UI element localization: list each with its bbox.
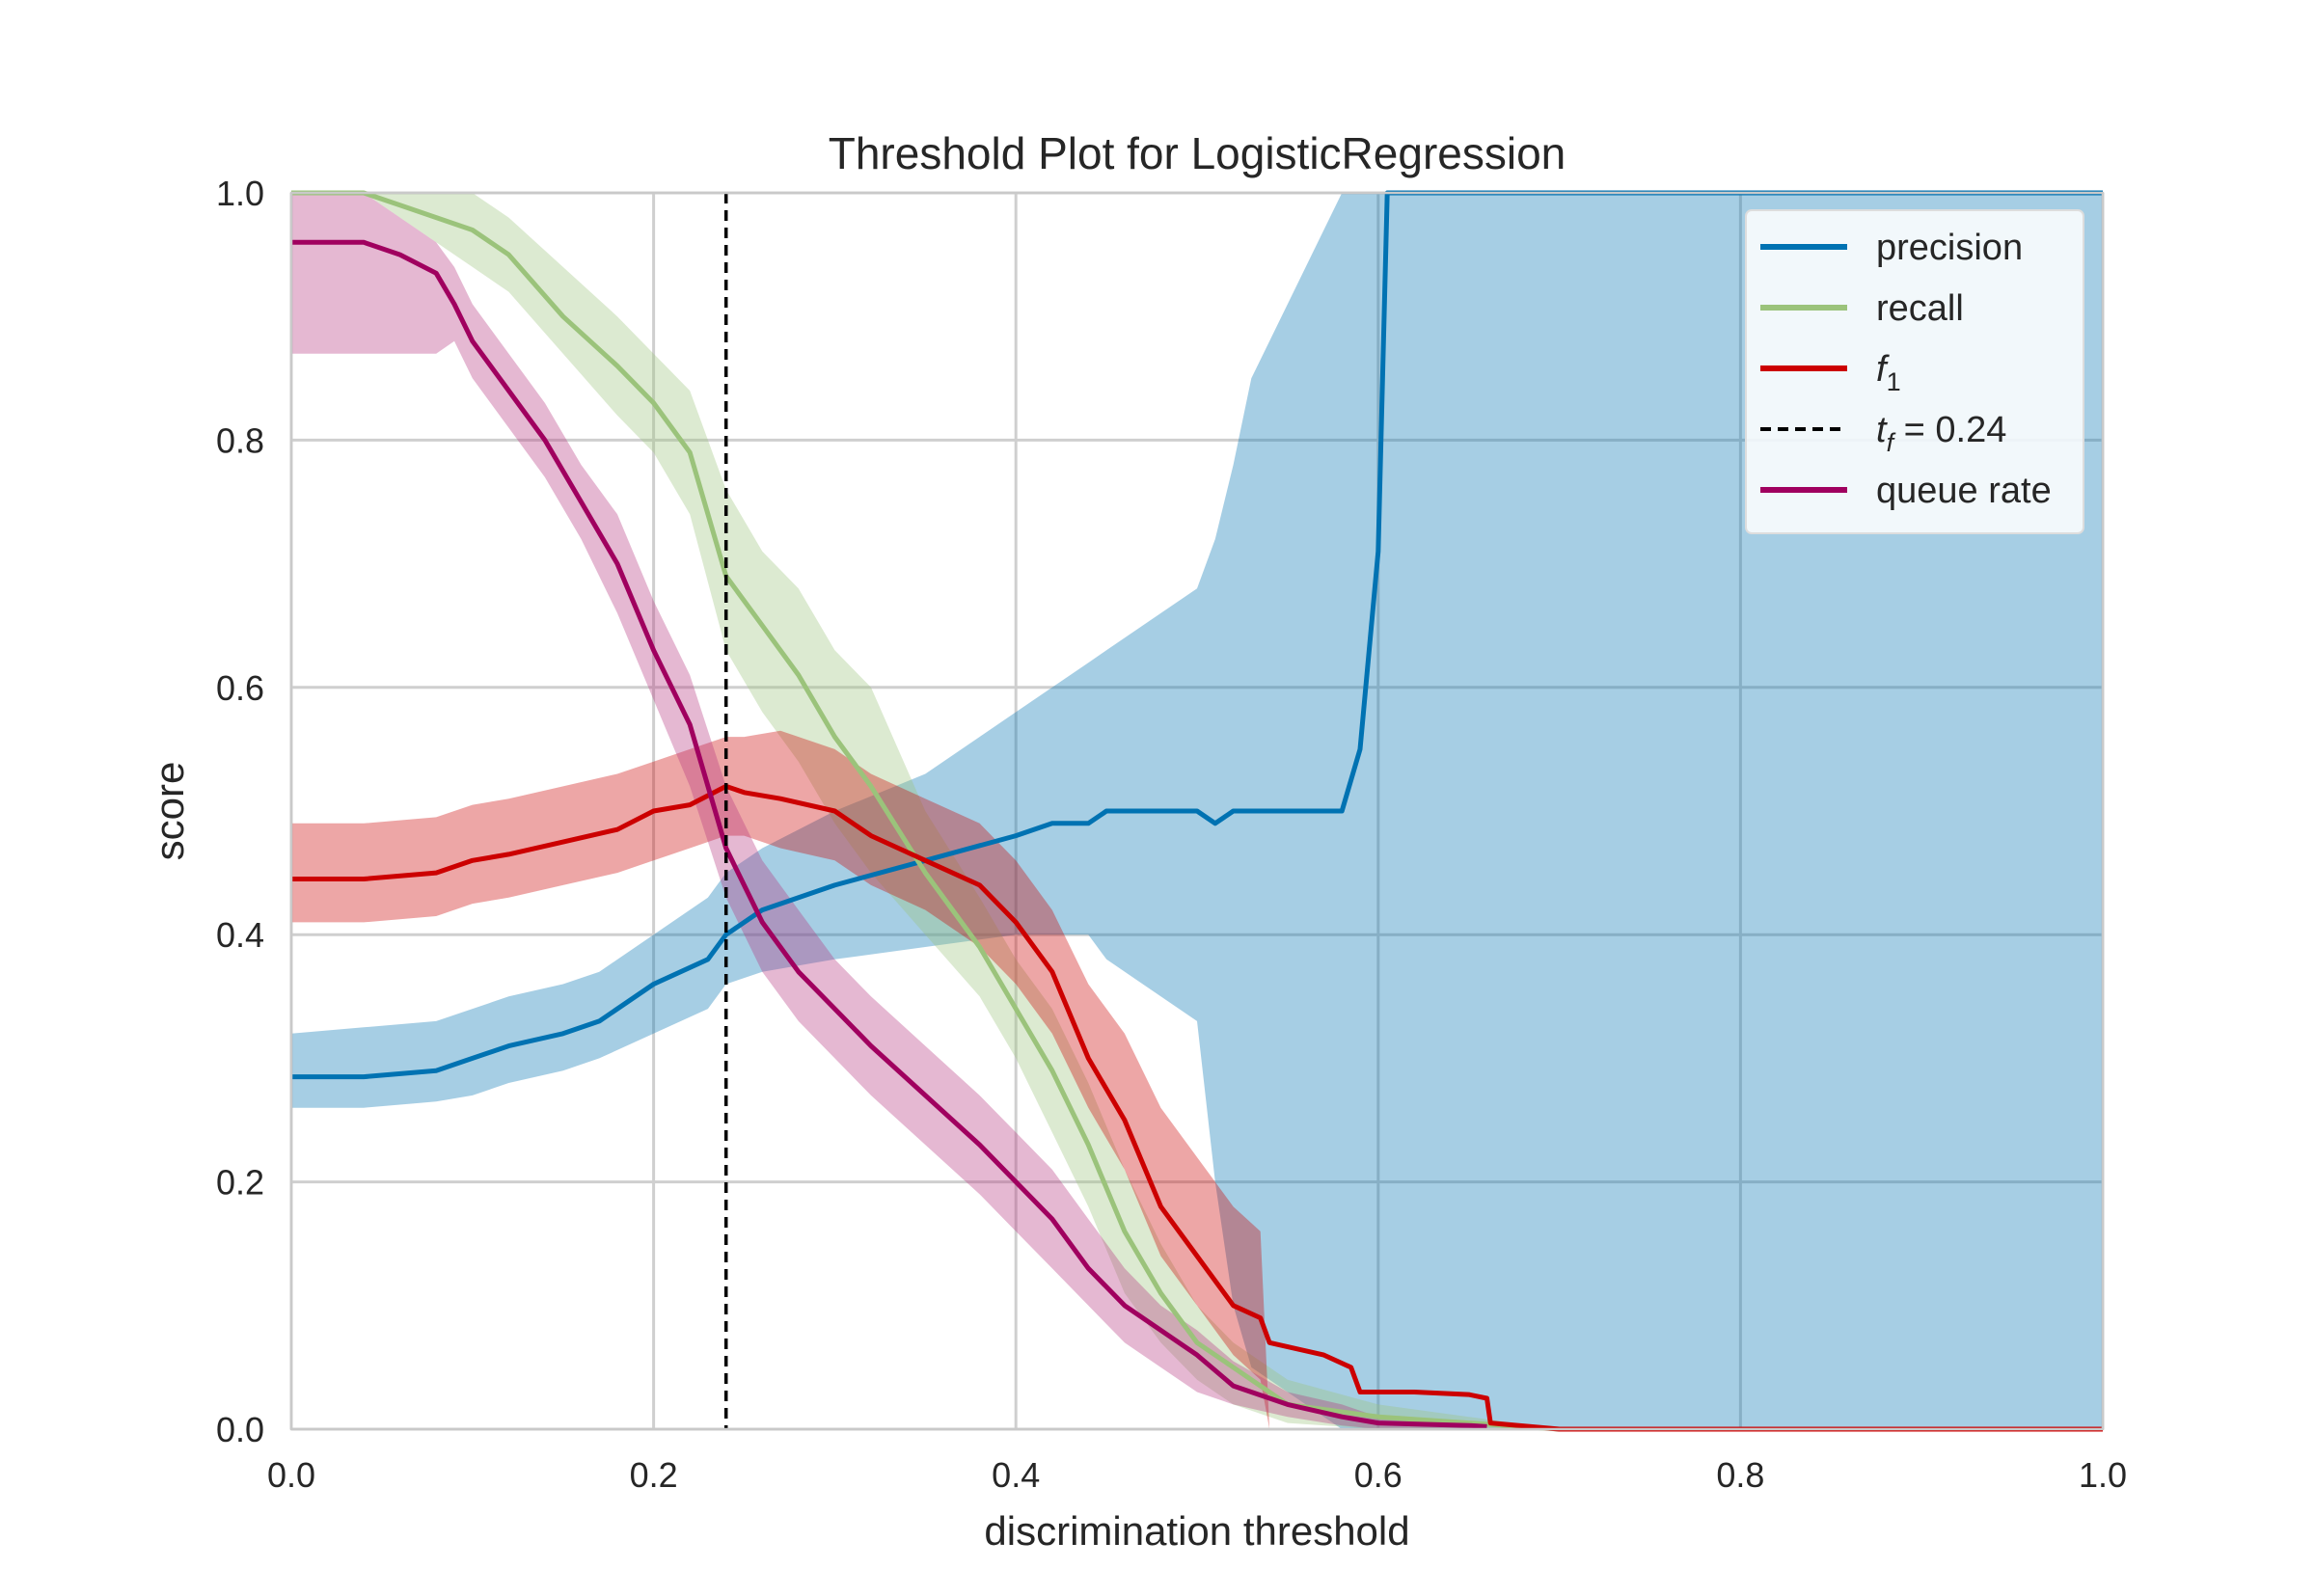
legend-label-queue-rate: queue rate [1876, 471, 2052, 511]
plot-frame [289, 191, 2105, 1431]
legend-label-threshold: tf = 0.24 [1876, 410, 2006, 457]
threshold-subscript: f [1887, 428, 1896, 457]
x-axis-label: discrimination threshold [984, 1508, 1409, 1554]
queue-rate-line [291, 239, 1487, 1429]
legend-label-f1: f1 [1876, 349, 1901, 396]
x-tick-label: 0.4 [992, 1455, 1040, 1495]
precision-line [291, 190, 2103, 1080]
y-tick-label: 0.0 [216, 1410, 264, 1449]
legend-label-precision: precision [1876, 228, 2023, 268]
f1-confidence-band [291, 730, 2103, 1429]
y-tick-label: 1.0 [216, 174, 264, 213]
y-axis-label: score [147, 762, 192, 861]
y-tick-labels: 0.0 0.2 0.4 0.6 0.8 1.0 [216, 174, 264, 1449]
x-tick-labels: 0.0 0.2 0.4 0.6 0.8 1.0 [267, 1455, 2127, 1495]
recall-line [291, 190, 1560, 1432]
y-tick-label: 0.4 [216, 915, 264, 955]
chart-title: Threshold Plot for LogisticRegression [829, 128, 1566, 178]
threshold-value: = 0.24 [1893, 410, 2006, 450]
f1-line [291, 783, 2103, 1432]
queue-rate-confidence-band [291, 193, 1487, 1429]
legend-box [1745, 209, 2084, 534]
legend-label-f1-symbol: f [1876, 349, 1890, 390]
legend-label-recall: recall [1876, 288, 1964, 329]
x-tick-label: 0.6 [1354, 1455, 1403, 1495]
x-tick-label: 1.0 [2079, 1455, 2127, 1495]
x-tick-label: 0.8 [1716, 1455, 1764, 1495]
x-tick-label: 0.0 [267, 1455, 315, 1495]
recall-confidence-band [291, 193, 1560, 1429]
y-tick-label: 0.2 [216, 1163, 264, 1203]
y-tick-label: 0.8 [216, 420, 264, 460]
threshold-symbol: t [1876, 410, 1888, 450]
y-tick-label: 0.6 [216, 668, 264, 708]
x-tick-label: 0.2 [630, 1455, 678, 1495]
series-lines [291, 190, 2103, 1432]
legend-label-f1-subscript: 1 [1887, 367, 1901, 396]
